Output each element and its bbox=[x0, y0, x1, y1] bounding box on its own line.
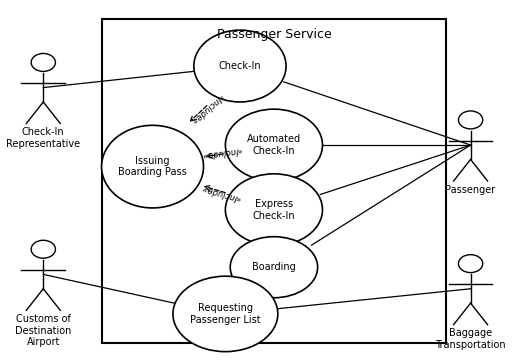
Text: «Include»: «Include» bbox=[189, 92, 225, 125]
Text: «Include»: «Include» bbox=[201, 145, 243, 160]
Text: Requesting
Passenger List: Requesting Passenger List bbox=[190, 303, 261, 325]
Text: Check-In: Check-In bbox=[219, 61, 261, 71]
Ellipse shape bbox=[102, 125, 204, 208]
Ellipse shape bbox=[225, 109, 323, 181]
Ellipse shape bbox=[230, 237, 318, 298]
Text: Issuing
Boarding Pass: Issuing Boarding Pass bbox=[118, 156, 187, 177]
Text: Passenger Service: Passenger Service bbox=[216, 28, 331, 41]
Text: Baggage
Transportation: Baggage Transportation bbox=[435, 328, 506, 350]
Ellipse shape bbox=[173, 276, 278, 352]
Text: Customs of
Destination
Airport: Customs of Destination Airport bbox=[15, 314, 71, 347]
Text: Automated
Check-In: Automated Check-In bbox=[247, 134, 301, 156]
Ellipse shape bbox=[225, 174, 323, 246]
Text: Boarding: Boarding bbox=[252, 262, 296, 272]
Bar bbox=[102, 19, 446, 343]
Text: Passenger: Passenger bbox=[445, 185, 496, 195]
Text: «Include»: «Include» bbox=[201, 183, 243, 203]
Text: Express
Check-In: Express Check-In bbox=[252, 199, 295, 220]
Ellipse shape bbox=[194, 30, 286, 102]
Text: Check-In
Representative: Check-In Representative bbox=[6, 127, 81, 149]
